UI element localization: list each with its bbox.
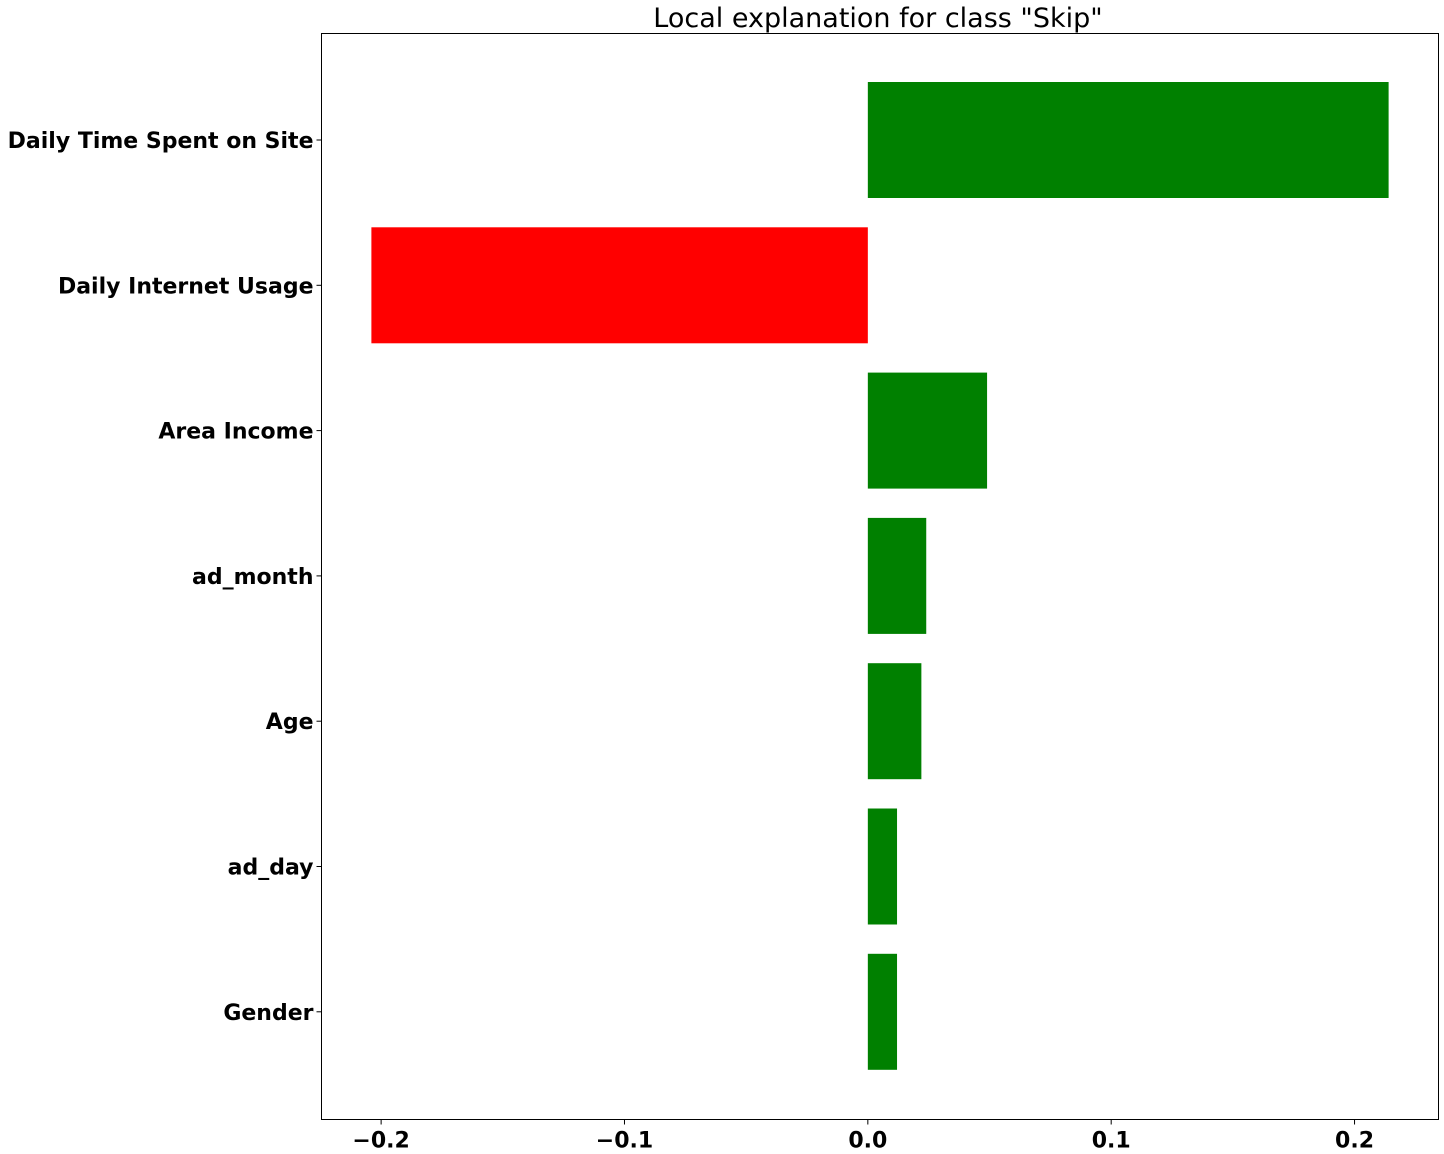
y-tick-label: Gender (223, 1001, 313, 1026)
x-tick-label: 0.0 (848, 1129, 887, 1154)
bar (867, 808, 898, 925)
bar (867, 82, 1389, 198)
chart-title: Local explanation for class "Skip" (653, 3, 1102, 34)
x-tick-label: 0.2 (1335, 1129, 1374, 1154)
bar (867, 517, 927, 634)
y-tick-label: Daily Internet Usage (58, 274, 314, 299)
x-tick-label: 0.1 (1092, 1129, 1131, 1154)
x-tick-label: −0.1 (596, 1129, 653, 1154)
y-tick-label: ad_day (228, 856, 314, 881)
bar (867, 663, 922, 780)
y-axis: Daily Time Spent on Site Daily Internet U… (8, 129, 322, 1026)
x-axis: −0.2 −0.1 0.0 0.1 0.2 (352, 1119, 1374, 1154)
x-tick-label: −0.2 (352, 1129, 409, 1154)
bars-group (371, 82, 1389, 1070)
y-tick-label: ad_month (192, 565, 313, 590)
plot-frame (321, 33, 1439, 1120)
bar (867, 953, 898, 1070)
bar (867, 372, 988, 489)
y-tick-label: Age (266, 710, 314, 735)
bar (371, 227, 868, 344)
y-tick-label: Area Income (158, 420, 313, 445)
y-tick-label: Daily Time Spent on Site (8, 129, 314, 154)
